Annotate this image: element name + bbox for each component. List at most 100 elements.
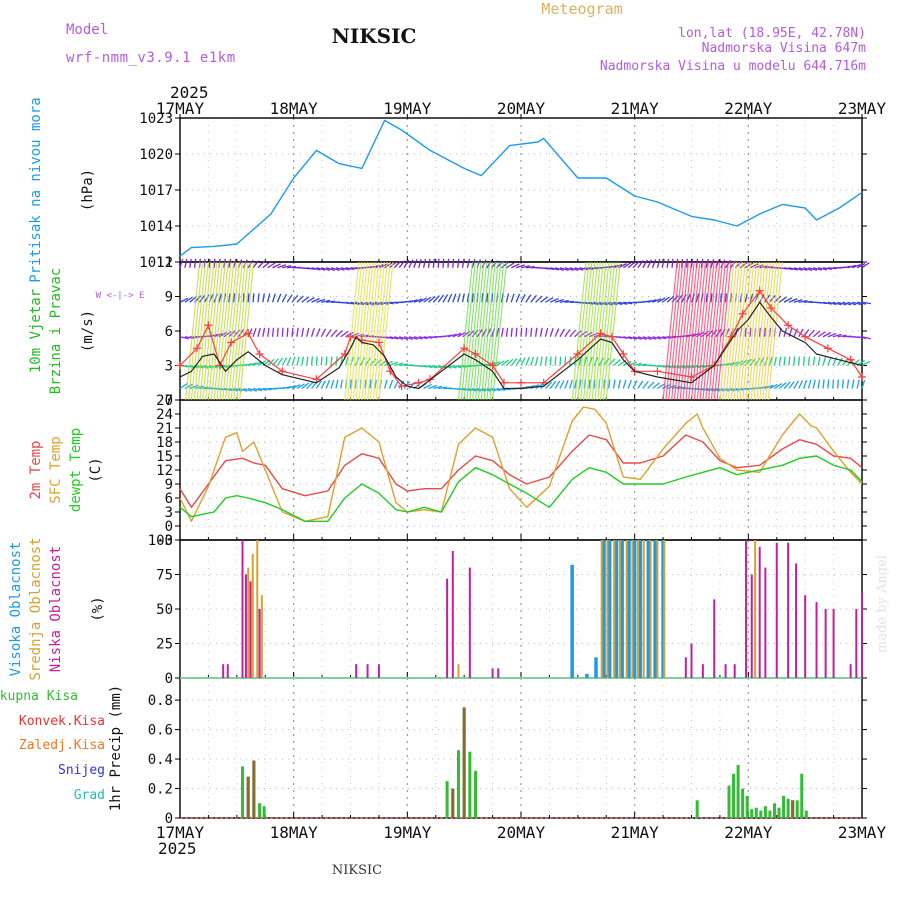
wind-arrow: [647, 336, 657, 340]
wind-arrow: [569, 267, 579, 271]
wind-arrow: [389, 361, 399, 367]
precip-total-bar: [468, 751, 472, 818]
wind-arrow: [277, 264, 287, 269]
wind-arrow: [554, 267, 564, 271]
wind-arrow: [432, 295, 440, 303]
precip-total-bar: [241, 766, 245, 818]
wind-arrow: [510, 293, 515, 303]
wind-arrow: [515, 293, 521, 303]
wind-arrow: [408, 336, 418, 340]
cloud-low-bar: [355, 664, 358, 678]
wind-arrow: [355, 261, 371, 401]
wind-arrow: [469, 261, 485, 401]
cloud-mid-bar: [260, 595, 263, 678]
y-tick-label: 1011: [139, 255, 173, 271]
wind-arrow: [827, 332, 837, 338]
wind-arrow: [662, 261, 678, 401]
wind-arrow: [802, 379, 808, 389]
wind-arrow: [783, 381, 791, 389]
wind-arrow: [764, 261, 780, 401]
cloud-low-bar: [832, 609, 835, 678]
wind-arrow: [807, 356, 811, 366]
precip-convective-bar: [791, 800, 795, 818]
wind-arrow: [710, 293, 713, 303]
wind-arrow: [549, 381, 557, 389]
wind-arrow: [637, 363, 647, 367]
wind-arrow: [422, 258, 427, 268]
wind-arrow: [544, 356, 548, 366]
wind-arrow: [210, 261, 226, 401]
day-label-top: 19MAY: [383, 99, 432, 118]
wind-arrow: [768, 356, 773, 366]
cloud-mid-bar: [625, 540, 628, 678]
precip-total-bar: [745, 795, 749, 818]
wind-arrow: [354, 379, 357, 389]
wind-arrow: [571, 261, 587, 401]
wind-arrow: [496, 387, 506, 391]
wind-arrow: [325, 267, 335, 272]
day-label-top: 17MAY: [156, 99, 205, 118]
wind-arrow: [242, 293, 245, 303]
wind-arrow: [807, 329, 815, 338]
wind-arrow: [223, 387, 233, 392]
wind-arrow: [525, 356, 530, 366]
wind-gust-marker: [255, 350, 264, 358]
wind-arrow: [713, 261, 729, 401]
wind-arrow: [477, 261, 493, 401]
temp-unit: (C): [88, 457, 104, 482]
wind-arrow: [736, 261, 752, 401]
wind-arrow: [364, 261, 380, 401]
wind-arrow: [389, 336, 399, 340]
wind-arrow: [447, 258, 450, 268]
wind-arrow: [671, 258, 674, 268]
wind-arrow: [730, 261, 746, 401]
wind-arrow: [252, 328, 257, 337]
wind-gust-marker: [858, 373, 866, 381]
wind-arrow: [189, 384, 199, 390]
temp-2m-line: [179, 434, 863, 508]
wind-arrow: [832, 301, 842, 306]
wind-arrow: [690, 258, 693, 268]
wind-gust-marker: [244, 329, 253, 338]
wind-arrow: [788, 380, 795, 389]
wind-arrow: [369, 264, 379, 269]
wind-arrow: [243, 387, 253, 392]
wind-arrow: [267, 262, 276, 269]
wind-arrow: [628, 336, 638, 340]
wind-arrow: [656, 258, 661, 268]
wind-arrow: [345, 301, 355, 305]
wind-arrow: [463, 261, 479, 401]
cloud-low-bar: [750, 574, 753, 678]
wind-arrow: [861, 301, 871, 305]
wind-arrow: [276, 357, 284, 366]
wind-arrow: [505, 293, 510, 303]
wind-arrow: [232, 258, 237, 268]
wind-gust-marker: [653, 367, 662, 376]
wind-gust-marker: [346, 332, 355, 341]
cloud-low-bar: [824, 609, 827, 678]
wind-arrow: [310, 356, 314, 366]
wind-arrow: [856, 379, 860, 389]
wind-arrow: [228, 293, 231, 303]
cloud-high-bar: [585, 673, 589, 678]
cloud-low-bar: [451, 551, 454, 678]
wind-arrow: [335, 379, 339, 389]
wind-arrow: [605, 261, 621, 401]
precip-total-bar: [732, 773, 736, 818]
cloud-low-bar: [804, 595, 807, 678]
wind-arrow: [525, 266, 535, 269]
wind-arrow: [347, 261, 363, 401]
wind-arrow: [452, 364, 462, 369]
wind-arrow: [461, 293, 465, 303]
wind-arrow: [802, 356, 805, 366]
wind-arrow: [257, 327, 261, 337]
wind-arrow: [208, 258, 211, 268]
cloud-low-bar: [244, 574, 247, 678]
wind-arrow: [428, 384, 438, 390]
wind-gust-marker: [619, 350, 628, 358]
wind-gust-marker: [517, 378, 525, 387]
cloud-high-bar: [661, 540, 665, 678]
wind-arrow: [539, 327, 543, 337]
wind-arrow: [209, 333, 219, 338]
wind-arrow: [340, 379, 343, 389]
